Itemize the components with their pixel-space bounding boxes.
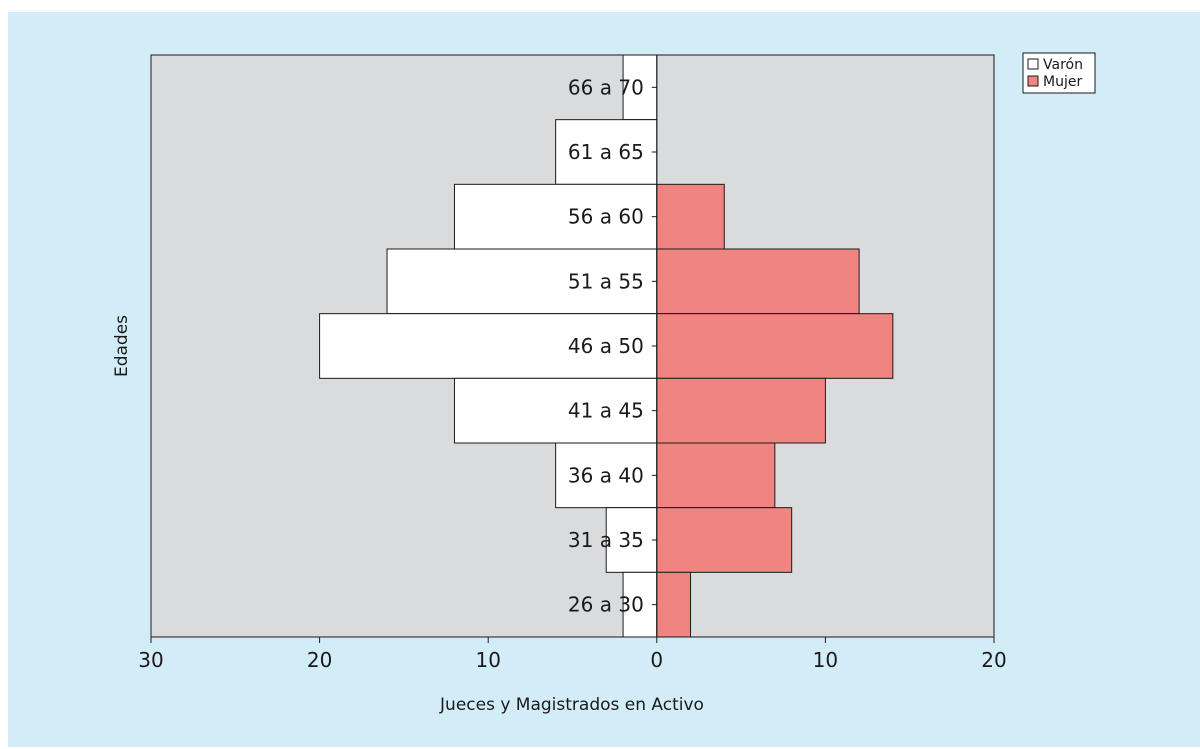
x-tick-label-0: 30 [138,648,163,672]
bar-varon-7 [605,507,658,573]
bar-varon-6 [555,442,658,509]
category-labels-group: 66 a 70 61 a 65 56 a 60 51 a 55 46 a 50 41 a … [568,75,644,616]
category-label-3: 51 a 55 [568,269,644,293]
legend-label-varon: Varón [1043,57,1083,73]
y-ticks-group [651,55,658,637]
legend-swatch-varon [1027,58,1039,70]
bar-mujer-7 [656,507,793,573]
x-tick-label-1: 20 [307,648,332,672]
x-axis: 30 20 10 0 10 20 [138,637,1007,672]
legend-swatch-mujer [1027,75,1039,87]
bar-mujer-4 [656,313,894,379]
category-label-1: 61 a 65 [568,140,644,164]
bar-varon-2 [453,183,658,250]
bar-mujer-5 [656,377,826,444]
bar-mujer-2 [656,183,725,250]
legend: Varón Mujer [1022,52,1096,94]
bar-mujer-8 [656,571,692,638]
category-label-7: 31 a 35 [568,528,644,552]
bar-varon-5 [453,377,658,444]
bar-varon-8 [622,571,658,638]
x-tick-label-2: 10 [475,648,500,672]
bars-group [319,54,894,638]
x-axis-title: Jueces y Magistrados en Activo [439,695,704,715]
y-axis-title: Edades [112,315,132,377]
legend-label-mujer: Mujer [1043,74,1082,90]
bar-varon-1 [555,119,658,185]
category-label-8: 26 a 30 [568,593,644,617]
category-label-0: 66 a 70 [568,75,644,99]
category-label-4: 46 a 50 [568,334,644,358]
x-tick-label-3: 0 [650,648,663,672]
bar-mujer-3 [656,248,860,315]
category-label-6: 36 a 40 [568,463,644,487]
bar-mujer-6 [656,442,776,509]
category-label-5: 41 a 45 [568,399,644,423]
x-tick-label-5: 20 [981,648,1006,672]
bar-varon-0 [622,54,658,121]
category-label-2: 56 a 60 [568,205,644,229]
x-tick-label-4: 10 [813,648,838,672]
